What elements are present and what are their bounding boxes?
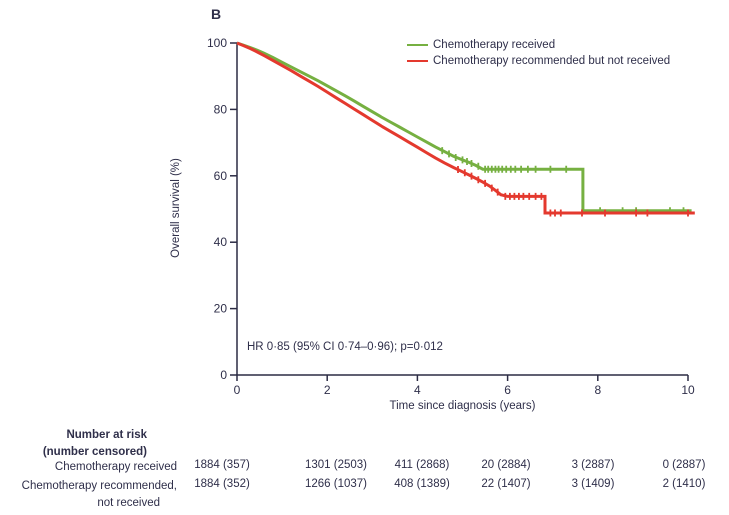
legend-line-green-icon (407, 44, 428, 46)
survival-chart: 0 20 40 60 80 100 0 2 4 6 8 10 (207, 36, 695, 397)
risk-value-row0-col5: 0 (2887) (662, 459, 706, 471)
risk-value-row1-col5: 2 (1410) (662, 478, 706, 490)
risk-value-row1-col4: 3 (1409) (571, 478, 615, 490)
risk-value-row1-col2: 408 (1389) (394, 478, 450, 490)
legend-label-received: Chemotherapy received (433, 39, 556, 51)
risk-row-label-not-received-line1: Chemotherapy recommended, (21, 480, 177, 492)
legend-line-red-icon (407, 60, 428, 62)
legend-item-received: Chemotherapy received (407, 37, 670, 53)
x-tick-label: 6 (504, 383, 511, 397)
y-tick-label: 80 (214, 102, 228, 116)
y-axis-title: Overall survival (%) (170, 158, 182, 258)
y-tick-label: 100 (207, 36, 227, 50)
risk-value-row0-col2: 411 (2868) (394, 459, 450, 471)
risk-value-row1-col1: 1266 (1037) (304, 478, 368, 490)
risk-value-row0-col3: 20 (2884) (481, 459, 531, 471)
risk-value-row1-col0: 1884 (352) (194, 478, 250, 490)
x-tick-label: 4 (414, 383, 421, 397)
risk-value-row0-col4: 3 (2887) (571, 459, 615, 471)
censor-ticks-not-received (457, 166, 689, 217)
risk-value-row0-col0: 1884 (357) (194, 459, 250, 471)
risk-table-header-line2: (number censored) (42, 446, 147, 458)
legend: Chemotherapy received Chemotherapy recom… (407, 37, 670, 69)
risk-table-header: Number at risk (number censored) (0, 427, 147, 461)
y-tick-label: 20 (214, 302, 228, 316)
risk-table-header-line1: Number at risk (66, 429, 147, 441)
hr-annotation: HR 0·85 (95% CI 0·74–0·96); p=0·012 (247, 341, 443, 353)
risk-row-label-not-received-line2: not received (97, 497, 160, 509)
survival-curve-not-received (236, 41, 695, 215)
risk-value-row0-col1: 1301 (2503) (304, 459, 368, 471)
risk-value-row1-col3: 22 (1407) (481, 478, 531, 490)
x-tick-label: 0 (234, 383, 241, 397)
legend-item-not-received: Chemotherapy recommended but not receive… (407, 53, 670, 69)
risk-row-label-received: Chemotherapy received (54, 461, 177, 473)
x-tick-label: 2 (324, 383, 331, 397)
y-tick-label: 40 (214, 235, 228, 249)
legend-label-not-received: Chemotherapy recommended but not receive… (433, 55, 671, 67)
y-tick-label: 60 (214, 169, 228, 183)
x-tick-label: 8 (594, 383, 601, 397)
x-tick-label: 10 (681, 383, 695, 397)
y-tick-label: 0 (220, 368, 227, 382)
x-axis-title: Time since diagnosis (years) (389, 400, 536, 412)
panel-label: B (211, 6, 222, 22)
